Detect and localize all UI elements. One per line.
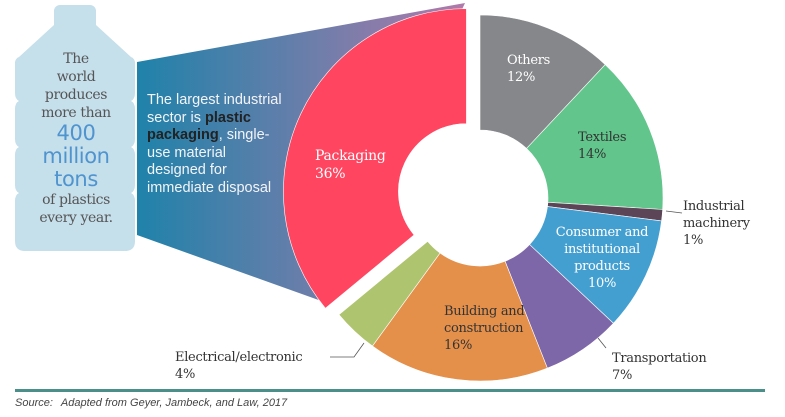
leader-line-industrial (665, 210, 683, 214)
label-name: products (574, 259, 630, 274)
bottle-line: of plastics (42, 192, 110, 208)
label-name: Electrical/electronic (175, 350, 303, 365)
callout-text: The largest industrial sector is plastic… (147, 92, 282, 197)
label-name: Building and (444, 304, 525, 319)
leader-line-transportation (597, 337, 607, 349)
bottle-highlight: 400 (56, 121, 96, 145)
label-packaging: Packaging 36% (315, 147, 386, 183)
label-name: Consumer and (555, 225, 649, 240)
source-rule (15, 389, 765, 392)
label-textiles: Textiles 14% (578, 129, 627, 163)
label-pct: 12% (507, 70, 535, 85)
label-pct: 4% (175, 367, 196, 382)
label-name: Industrial (683, 199, 745, 214)
slice-others (479, 14, 606, 149)
label-pct: 10% (588, 276, 616, 291)
label-name: construction (444, 321, 524, 336)
bottle-line: more than (41, 105, 111, 121)
label-name: institutional (564, 242, 640, 257)
bottle-line: produces (44, 87, 108, 103)
label-pct: 36% (315, 166, 346, 182)
bottle-line: world (56, 69, 96, 85)
bottle-line: The (63, 51, 89, 67)
label-pct: 1% (683, 233, 704, 248)
slice-building-and-construction (372, 252, 548, 382)
label-consumer: Consumer and institutional products 10% (545, 224, 659, 292)
leader-line-electrical (330, 342, 365, 358)
label-transportation: Transportation 7% (612, 350, 707, 384)
label-industrial: Industrial machinery 1% (683, 198, 750, 249)
bottle-line: every year. (39, 210, 113, 226)
label-name: Textiles (578, 130, 627, 145)
label-electrical: Electrical/electronic 4% (175, 349, 303, 383)
slice-electrical-electronic (338, 240, 441, 347)
slice-textiles (526, 64, 664, 210)
label-name: machinery (683, 216, 750, 231)
source-prefix: Source: (15, 397, 53, 409)
bottle-highlight: tons (54, 167, 98, 191)
source-note: Source: Adapted from Geyer, Jambeck, and … (15, 397, 295, 409)
bottle-highlight: million (42, 144, 110, 168)
label-pct: 14% (578, 147, 606, 162)
label-name: Transportation (612, 351, 707, 366)
callout-before: The largest industrial sector is (147, 92, 282, 126)
bottle-shape (14, 5, 136, 251)
label-others: Others 12% (507, 52, 550, 86)
label-name: Others (507, 53, 551, 68)
label-building: Building and construction 16% (444, 303, 525, 354)
callout-after: , single-use material designed for immed… (147, 127, 272, 196)
label-name: Packaging (315, 148, 386, 164)
source-text: Adapted from Geyer, Jambeck, and Law, 20… (60, 397, 288, 409)
label-pct: 7% (612, 368, 633, 383)
callout-bold: plastic packaging (147, 109, 251, 144)
label-pct: 16% (444, 338, 472, 353)
slice-packaging (283, 8, 467, 309)
bottle-text: The world produces more than 400 million… (15, 50, 137, 227)
